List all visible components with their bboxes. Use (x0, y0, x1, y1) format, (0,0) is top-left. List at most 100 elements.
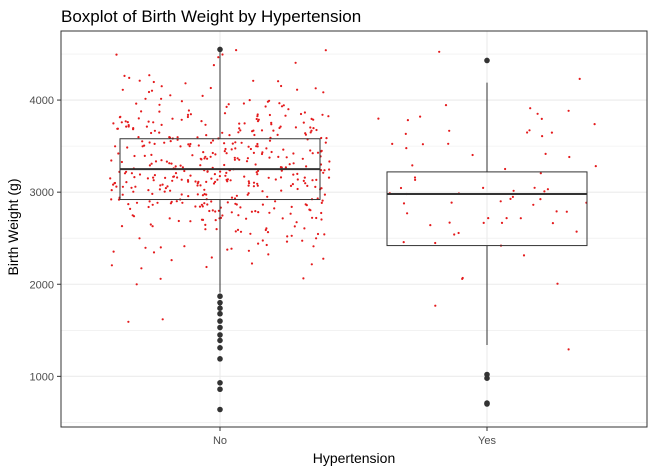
jitter-point (202, 151, 205, 154)
outlier-point (217, 318, 223, 324)
jitter-point (123, 74, 126, 77)
jitter-point (189, 174, 192, 177)
jitter-point (177, 219, 180, 223)
jitter-point (187, 195, 190, 198)
jitter-point (251, 130, 254, 133)
jitter-point (556, 282, 559, 285)
jitter-point (289, 184, 293, 187)
jitter-point (280, 105, 284, 108)
jitter-point (204, 123, 207, 126)
jitter-point (132, 128, 135, 131)
jitter-point (278, 126, 281, 130)
jitter-point (268, 113, 271, 117)
jitter-point (205, 265, 208, 269)
jitter-point (288, 163, 291, 166)
outlier-point (217, 356, 223, 362)
jitter-point (247, 184, 250, 187)
jitter-point (140, 110, 143, 113)
jitter-point (116, 127, 119, 130)
jitter-point (112, 250, 115, 253)
jitter-point (153, 129, 156, 132)
jitter-point (406, 119, 409, 122)
jitter-point (304, 133, 307, 136)
jitter-point (429, 224, 432, 227)
jitter-point (152, 121, 155, 124)
jitter-point (141, 140, 144, 143)
jitter-point (199, 157, 202, 160)
jitter-point (287, 108, 290, 111)
jitter-point (260, 129, 264, 132)
jitter-point (153, 174, 156, 177)
jitter-point (303, 227, 306, 230)
jitter-point (482, 221, 485, 224)
jitter-point (301, 239, 304, 242)
jitter-point (249, 147, 252, 151)
jitter-point (411, 164, 414, 167)
jitter-point (277, 155, 280, 158)
jitter-point (312, 245, 315, 248)
jitter-point (147, 120, 150, 123)
jitter-point (321, 199, 324, 202)
jitter-point (316, 151, 320, 154)
jitter-point (310, 129, 313, 132)
jitter-point (209, 86, 212, 90)
jitter-point (264, 105, 267, 108)
jitter-point (261, 239, 264, 242)
jitter-point (110, 198, 113, 201)
jitter-point (304, 182, 307, 185)
jitter-point (567, 109, 570, 112)
jitter-point (265, 243, 268, 247)
jitter-point (252, 181, 256, 184)
jitter-point (295, 221, 298, 224)
jitter-point (296, 187, 299, 191)
jitter-point (402, 202, 406, 205)
jitter-point (567, 348, 570, 351)
jitter-point (161, 183, 164, 186)
jitter-point (256, 115, 259, 118)
jitter-point (148, 164, 151, 167)
jitter-point (172, 175, 176, 178)
jitter-point (254, 163, 257, 166)
jitter-point (482, 186, 485, 189)
jitter-point (169, 94, 172, 97)
jitter-point (147, 189, 150, 192)
jitter-point (593, 123, 596, 126)
jitter-point (209, 155, 212, 158)
jitter-point (404, 132, 407, 135)
jitter-point (168, 162, 171, 165)
jitter-point (110, 159, 113, 162)
jitter-point (289, 212, 292, 215)
jitter-point (137, 136, 140, 139)
jitter-point (239, 230, 243, 233)
jitter-point (406, 212, 409, 215)
jitter-point (238, 122, 241, 125)
jitter-point (201, 194, 204, 197)
jitter-point (249, 232, 252, 235)
jitter-point (438, 50, 441, 53)
jitter-point (325, 137, 328, 140)
jitter-point (158, 131, 161, 134)
jitter-point (290, 205, 293, 208)
y-tick-label: 3000 (30, 187, 54, 199)
jitter-point (261, 203, 264, 206)
jitter-point (292, 173, 295, 176)
jitter-point (309, 126, 312, 129)
jitter-point (302, 277, 305, 280)
jitter-point (302, 179, 305, 182)
jitter-point (168, 217, 171, 220)
jitter-point (152, 80, 155, 84)
jitter-point (532, 203, 535, 206)
jitter-point (274, 200, 277, 203)
jitter-point (243, 122, 246, 125)
jitter-point (225, 171, 228, 174)
jitter-point (290, 234, 293, 237)
jitter-point (327, 115, 330, 118)
jitter-point (311, 216, 314, 219)
x-tick-label: Yes (478, 435, 496, 447)
jitter-point (150, 153, 153, 156)
jitter-point (272, 129, 275, 132)
jitter-point (324, 49, 327, 52)
jitter-point (194, 205, 197, 208)
jitter-point (221, 53, 224, 56)
jitter-point (210, 200, 213, 203)
